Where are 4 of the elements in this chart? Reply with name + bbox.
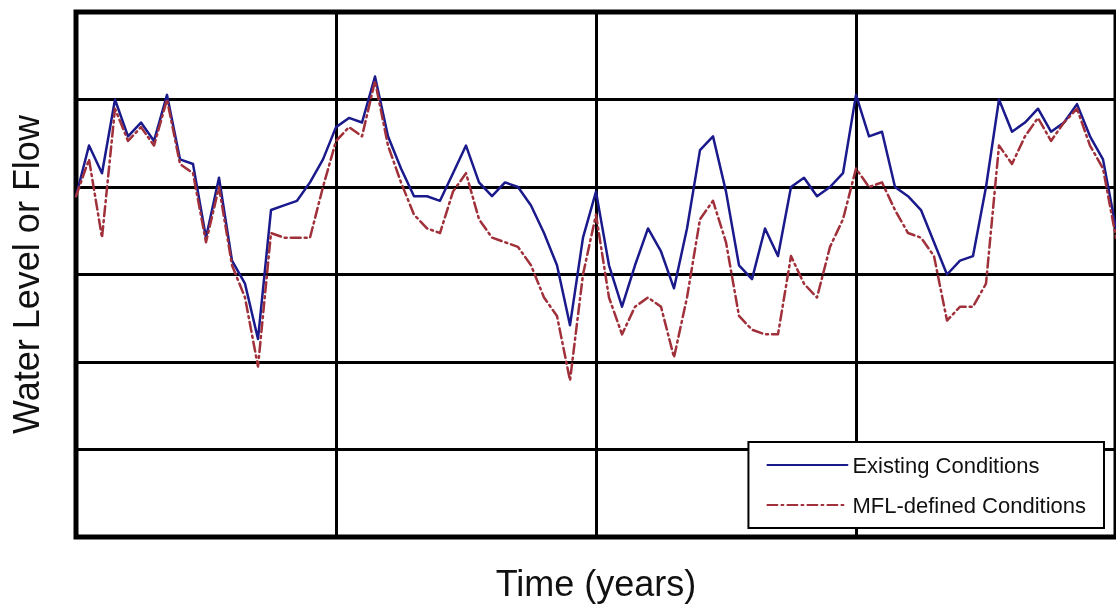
- legend-label: MFL-defined Conditions: [852, 492, 1087, 518]
- y-axis-title: Water Level or Flow: [5, 114, 47, 434]
- x-axis-title: Time (years): [495, 562, 697, 604]
- legend-label: Existing Conditions: [852, 452, 1040, 478]
